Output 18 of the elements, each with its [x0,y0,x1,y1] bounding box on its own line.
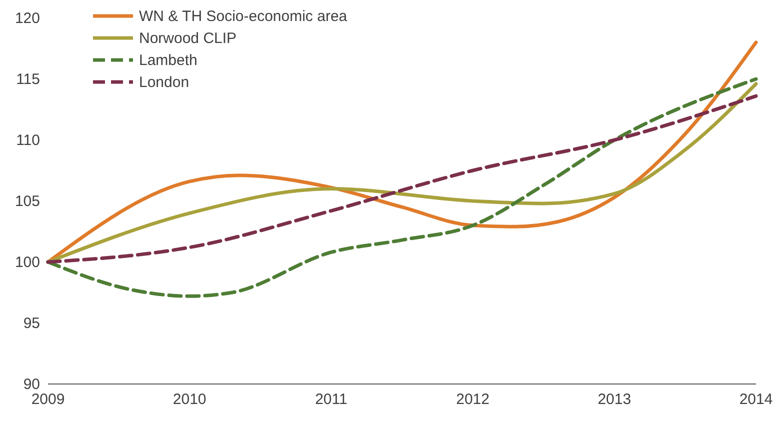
x-tick-label: 2011 [315,391,348,408]
x-tick-label: 2012 [456,391,490,408]
y-tick-label: 105 [14,193,40,210]
x-tick-label: 2010 [172,391,206,408]
line-series [46,77,758,298]
legend-label: Lambeth [139,52,198,69]
y-tick-label: 115 [16,71,40,88]
y-tick-label: 100 [14,254,40,271]
y-tick-label: 110 [16,132,40,149]
legend-label: London [139,74,190,91]
y-tick-label: 90 [23,376,40,393]
y-tick-label: 120 [14,10,40,27]
x-tick-label: 2014 [739,391,773,408]
legend-label: Norwood CLIP [139,30,237,47]
x-tick-label: 2009 [31,391,65,408]
legend-label: WN & TH Socio-economic area [139,8,348,25]
x-tick-label: 2013 [598,391,632,408]
y-tick-label: 95 [23,315,40,332]
